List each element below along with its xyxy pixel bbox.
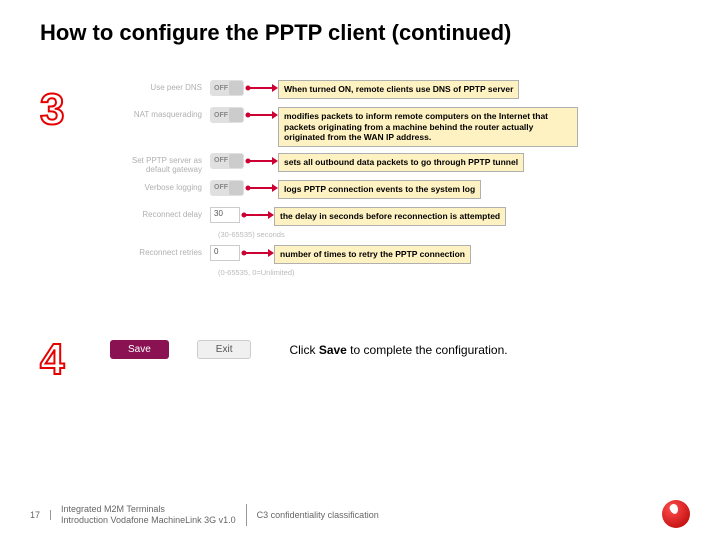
arrow-right-icon (244, 180, 278, 201)
setting-row: Reconnect retries0 number of times to ret… (110, 245, 680, 266)
field-hint: (30-65535) seconds (218, 230, 680, 239)
save-button[interactable]: Save (110, 340, 169, 359)
setting-row: NAT masqueradingOFF modifies packets to i… (110, 107, 680, 147)
footer-classification: C3 confidentiality classification (257, 510, 379, 520)
arrow-right-icon (244, 80, 278, 101)
callout-text: When turned ON, remote clients use DNS o… (278, 80, 519, 99)
field-hint: (0-65535, 0=Unlimited) (218, 268, 680, 277)
callout-text: modifies packets to inform remote comput… (278, 107, 578, 147)
setting-label: Verbose logging (110, 180, 210, 192)
slide-footer: 17 Integrated M2M TerminalsIntroduction … (30, 504, 690, 526)
vodafone-logo-icon (662, 500, 690, 528)
instruction-text: Click Save to complete the configuration… (289, 343, 507, 357)
setting-label: Use peer DNS (110, 80, 210, 92)
setting-row: Set PPTP server as default gatewayOFF set… (110, 153, 680, 174)
callout-text: sets all outbound data packets to go thr… (278, 153, 524, 172)
arrow-right-icon (240, 207, 274, 228)
setting-row: Reconnect delay30 the delay in seconds be… (110, 207, 680, 228)
arrow-right-icon (240, 245, 274, 266)
numeric-input[interactable]: 30 (210, 207, 240, 223)
setting-row: Verbose loggingOFF logs PPTP connection e… (110, 180, 680, 201)
footer-product: Integrated M2M TerminalsIntroduction Vod… (61, 504, 247, 526)
setting-label: Reconnect delay (110, 207, 210, 219)
setting-label: Reconnect retries (110, 245, 210, 257)
settings-panel: Use peer DNSOFFWhen turned ON, remote cl… (110, 80, 680, 283)
step-number-4: 4 (40, 335, 64, 385)
toggle-switch[interactable]: OFF (210, 107, 244, 123)
arrow-right-icon (244, 153, 278, 174)
setting-label: NAT masquerading (110, 107, 210, 119)
numeric-input[interactable]: 0 (210, 245, 240, 261)
setting-row: Use peer DNSOFF When turned ON, remote cl… (110, 80, 680, 101)
toggle-switch[interactable]: OFF (210, 153, 244, 169)
page-title: How to configure the PPTP client (contin… (40, 20, 690, 46)
arrow-right-icon (244, 107, 278, 128)
callout-text: number of times to retry the PPTP connec… (274, 245, 471, 264)
page-number: 17 (30, 510, 51, 520)
exit-button[interactable]: Exit (197, 340, 252, 359)
setting-label: Set PPTP server as default gateway (110, 153, 210, 174)
callout-text: the delay in seconds before reconnection… (274, 207, 506, 226)
action-panel: Save Exit Click Save to complete the con… (110, 340, 680, 359)
callout-text: logs PPTP connection events to the syste… (278, 180, 481, 199)
toggle-switch[interactable]: OFF (210, 180, 244, 196)
step-number-3: 3 (40, 85, 64, 135)
toggle-switch[interactable]: OFF (210, 80, 244, 96)
